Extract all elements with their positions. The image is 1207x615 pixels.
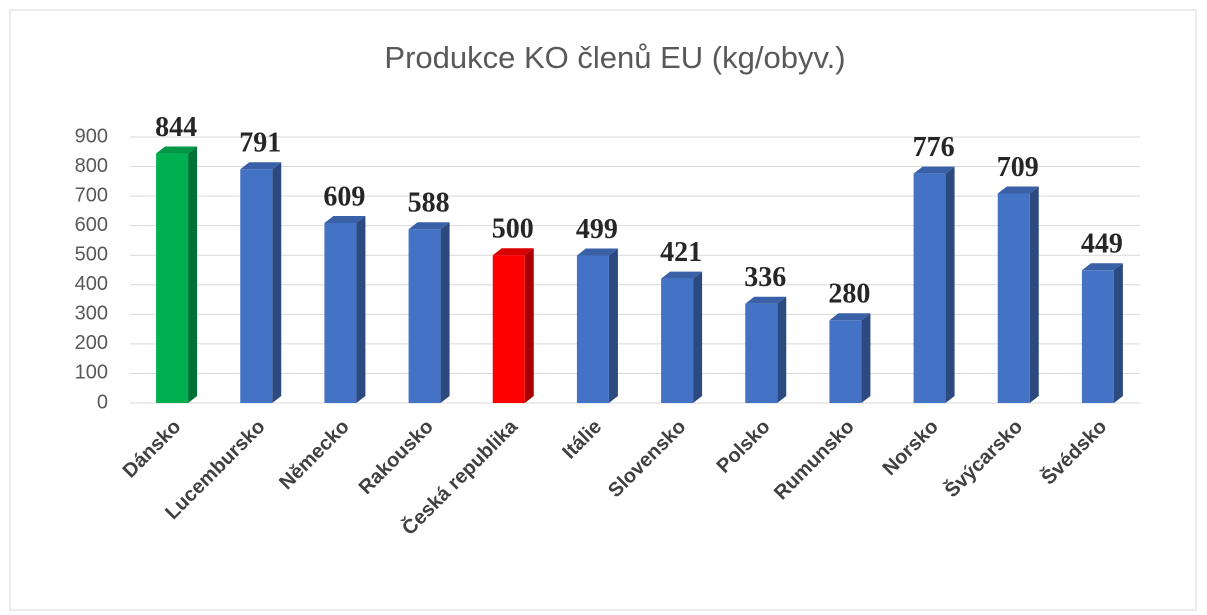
y-tick-label: 200 bbox=[75, 332, 108, 354]
bar-group bbox=[576, 248, 618, 403]
y-tick-label: 300 bbox=[75, 303, 108, 325]
bar-side bbox=[1029, 186, 1039, 403]
y-tick-label: 700 bbox=[75, 184, 108, 206]
bar-side bbox=[524, 248, 534, 403]
bar-group bbox=[324, 216, 366, 403]
bar-side bbox=[356, 216, 366, 403]
bar-top bbox=[661, 271, 703, 279]
bar-side bbox=[608, 248, 618, 403]
bar-side bbox=[1113, 263, 1123, 403]
bar-side bbox=[861, 313, 871, 403]
bar-group bbox=[829, 313, 871, 403]
bar-side bbox=[945, 166, 955, 403]
bar-top bbox=[408, 222, 450, 230]
y-tick-label: 100 bbox=[75, 362, 108, 384]
data-label: 844 bbox=[155, 112, 197, 143]
bar-group bbox=[913, 166, 955, 403]
bar-top bbox=[492, 248, 534, 256]
y-tick-label: 900 bbox=[75, 125, 108, 147]
bar bbox=[576, 255, 609, 403]
bar-group bbox=[745, 296, 787, 403]
bar bbox=[829, 320, 862, 403]
data-label: 449 bbox=[1081, 229, 1123, 260]
bar-top bbox=[240, 162, 282, 170]
bar-side bbox=[272, 162, 282, 403]
bar bbox=[408, 229, 441, 403]
bar bbox=[745, 303, 778, 403]
bar bbox=[324, 223, 357, 403]
bar-group bbox=[156, 146, 198, 403]
data-label: 336 bbox=[744, 262, 786, 293]
bar-top bbox=[576, 248, 618, 256]
bar bbox=[661, 278, 694, 403]
bar-group bbox=[408, 222, 450, 403]
bar-group bbox=[997, 186, 1039, 403]
bar bbox=[913, 173, 946, 403]
bar bbox=[1081, 270, 1114, 403]
y-tick-label: 600 bbox=[75, 214, 108, 236]
bar-top bbox=[745, 296, 787, 304]
data-label: 709 bbox=[997, 152, 1039, 183]
bar bbox=[997, 193, 1030, 403]
bar-top bbox=[156, 146, 198, 154]
bar-group bbox=[492, 248, 534, 403]
bar-group bbox=[1081, 263, 1123, 403]
bar bbox=[156, 153, 189, 403]
bar-top bbox=[829, 313, 871, 321]
y-tick-label: 800 bbox=[75, 155, 108, 177]
y-tick-label: 400 bbox=[75, 273, 108, 295]
bar-side bbox=[188, 146, 198, 403]
data-label: 588 bbox=[408, 188, 450, 219]
y-tick-label: 500 bbox=[75, 244, 108, 266]
bar bbox=[240, 169, 273, 403]
bar bbox=[492, 255, 525, 403]
data-label: 776 bbox=[913, 132, 955, 163]
chart-title: Produkce KO členů EU (kg/obyv.) bbox=[384, 40, 845, 75]
bar-side bbox=[693, 271, 703, 403]
bar-group bbox=[240, 162, 282, 403]
bar-side bbox=[777, 296, 787, 403]
bar-side bbox=[440, 222, 450, 403]
data-label: 499 bbox=[576, 214, 618, 245]
bar-top bbox=[324, 216, 366, 224]
data-label: 609 bbox=[323, 181, 365, 212]
bar-top bbox=[913, 166, 955, 174]
bar-top bbox=[1081, 263, 1123, 271]
data-label: 421 bbox=[660, 237, 702, 268]
data-label: 791 bbox=[239, 128, 281, 159]
bar-group bbox=[661, 271, 703, 403]
data-label: 280 bbox=[828, 279, 870, 310]
data-label: 500 bbox=[492, 214, 534, 245]
y-tick-label: 0 bbox=[97, 391, 108, 413]
bar-top bbox=[997, 186, 1039, 194]
